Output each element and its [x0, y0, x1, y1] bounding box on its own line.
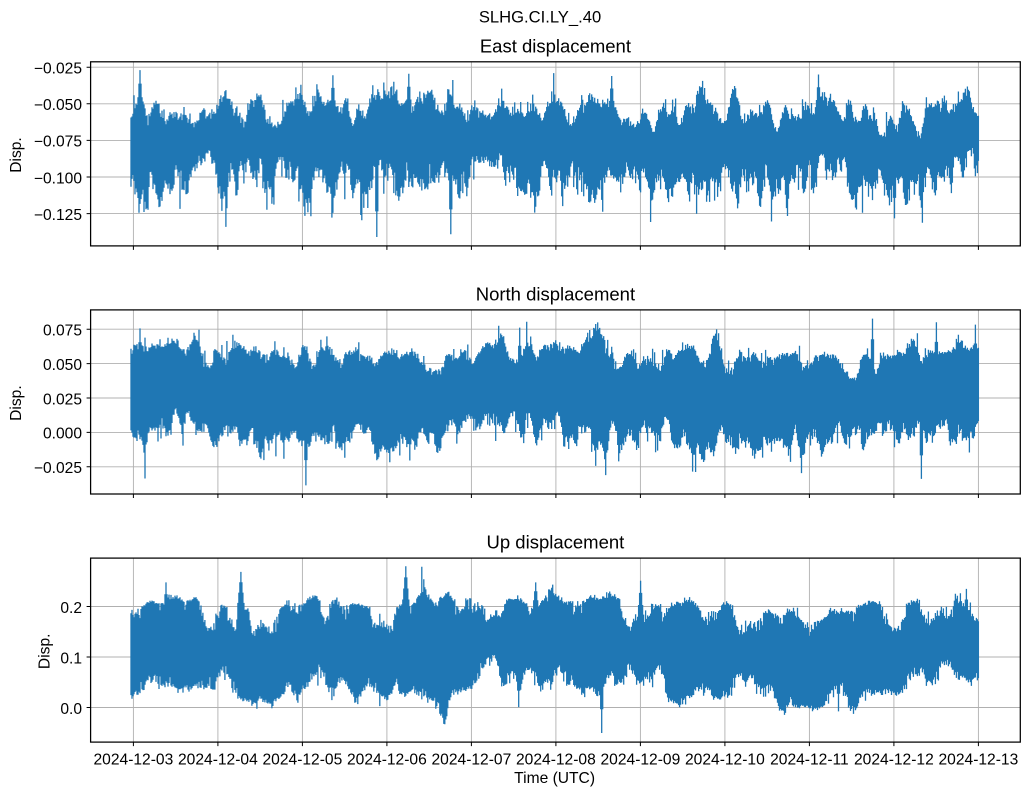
- svg-text:2024-12-10: 2024-12-10: [685, 751, 765, 768]
- svg-text:Up displacement: Up displacement: [487, 532, 625, 553]
- svg-text:2024-12-12: 2024-12-12: [854, 751, 934, 768]
- svg-text:0.0: 0.0: [60, 701, 82, 718]
- svg-text:Disp.: Disp.: [36, 634, 53, 670]
- svg-text:East displacement: East displacement: [480, 35, 631, 56]
- svg-text:2024-12-07: 2024-12-07: [432, 751, 512, 768]
- svg-text:0.075: 0.075: [43, 323, 82, 340]
- svg-text:2024-12-11: 2024-12-11: [770, 751, 849, 768]
- svg-text:2024-12-09: 2024-12-09: [601, 751, 681, 768]
- svg-text:2024-12-13: 2024-12-13: [939, 751, 1019, 768]
- svg-text:Disp.: Disp.: [8, 137, 25, 173]
- svg-text:−0.025: −0.025: [34, 61, 82, 78]
- svg-text:−0.125: −0.125: [34, 207, 82, 224]
- svg-text:0.025: 0.025: [43, 391, 82, 408]
- svg-text:−0.100: −0.100: [34, 170, 82, 187]
- svg-text:2024-12-05: 2024-12-05: [263, 751, 343, 768]
- svg-text:−0.075: −0.075: [34, 134, 82, 151]
- svg-text:−0.050: −0.050: [34, 97, 82, 114]
- svg-text:0.050: 0.050: [43, 357, 82, 374]
- svg-text:2024-12-04: 2024-12-04: [178, 751, 258, 768]
- svg-text:2024-12-03: 2024-12-03: [94, 751, 174, 768]
- svg-text:2024-12-06: 2024-12-06: [347, 751, 427, 768]
- svg-text:North displacement: North displacement: [476, 284, 635, 305]
- svg-text:2024-12-08: 2024-12-08: [516, 751, 596, 768]
- svg-text:−0.025: −0.025: [34, 460, 82, 477]
- svg-text:Disp.: Disp.: [8, 385, 25, 421]
- svg-text:SLHG.CI.LY_.40: SLHG.CI.LY_.40: [479, 8, 601, 27]
- svg-text:0.1: 0.1: [60, 650, 82, 667]
- svg-text:0.000: 0.000: [43, 426, 82, 443]
- svg-text:Time (UTC): Time (UTC): [514, 770, 595, 787]
- svg-text:0.2: 0.2: [60, 600, 82, 617]
